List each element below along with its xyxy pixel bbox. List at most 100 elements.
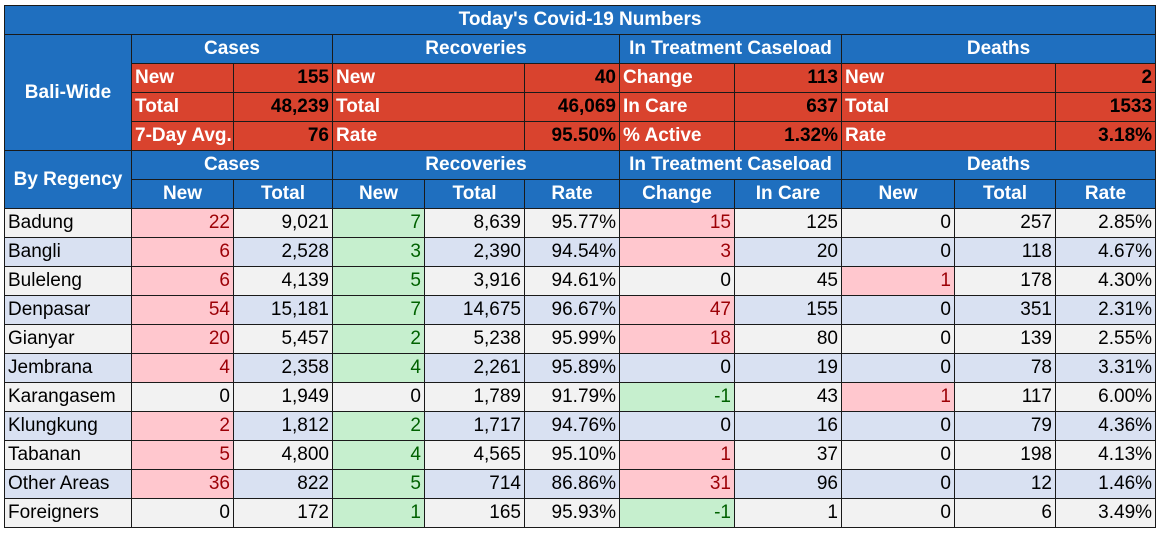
summary-group-recoveries: Recoveries: [332, 34, 620, 64]
table-cell: 20: [131, 324, 234, 354]
table-cell: 1: [332, 498, 425, 528]
summary-deaths-label: Total: [841, 92, 1056, 122]
table-cell: 714: [424, 469, 525, 499]
regency-group-deaths: Deaths: [840, 150, 1157, 180]
table-cell: 31: [619, 469, 735, 499]
table-cell: 4.13%: [1054, 440, 1157, 470]
summary-row: New 155 New 40 Change 113 New 2: [5, 63, 1157, 93]
table-cell: 4,139: [233, 266, 333, 296]
table-cell: 257: [954, 208, 1056, 238]
table-row: Klungkung 2 1,812 2 1,717 94.76% 0 16 0 79 4.36%: [4, 411, 1157, 441]
regency-name: Klungkung: [4, 411, 132, 441]
summary-deaths-value: 1533: [1054, 92, 1157, 122]
table-cell: 19: [734, 353, 842, 383]
table-cell: 54: [131, 295, 234, 325]
regency-name: Other Areas: [4, 469, 132, 499]
table-cell: -1: [619, 382, 735, 412]
table-cell: 78: [954, 353, 1056, 383]
table-cell: 6: [954, 498, 1056, 528]
table-cell: 0: [131, 498, 234, 528]
table-cell: 8,639: [424, 208, 525, 238]
table-cell: 7: [332, 208, 425, 238]
column-header: Total: [233, 179, 333, 209]
summary-group-cases: Cases: [131, 34, 333, 64]
table-cell: 178: [954, 266, 1056, 296]
table-cell: 0: [841, 440, 955, 470]
table-cell: 20: [734, 237, 842, 267]
table-cell: 4,565: [424, 440, 525, 470]
regency-group-header-row: By Regency Cases Recoveries In Treatment Ca…: [4, 150, 1157, 209]
table-row: Tabanan 5 4,800 4 4,565 95.10% 1 37 0 198 4.13%: [4, 440, 1157, 470]
summary-in-treatment-value: 1.32%: [734, 121, 842, 151]
table-cell: 0: [841, 498, 955, 528]
table-cell: 5: [332, 469, 425, 499]
summary-cases-label: New: [131, 63, 234, 93]
table-cell: 95.93%: [524, 498, 620, 528]
table-cell: 4.30%: [1054, 266, 1157, 296]
summary-recoveries-value: 95.50%: [524, 121, 620, 151]
table-cell: 0: [841, 353, 955, 383]
table-cell: 118: [954, 237, 1056, 267]
summary-group-in-treatment: In Treatment Caseload: [619, 34, 842, 64]
table-cell: 6: [131, 237, 234, 267]
column-header: New: [841, 179, 955, 209]
table-row: Badung 22 9,021 7 8,639 95.77% 15 125 0 257 2.85%: [4, 208, 1157, 238]
table-cell: 0: [841, 411, 955, 441]
table-cell: 4.36%: [1054, 411, 1157, 441]
table-cell: 3: [619, 237, 735, 267]
table-cell: 6.00%: [1054, 382, 1157, 412]
table-row: Other Areas 36 822 5 714 86.86% 31 96 0 12 1.46%: [4, 469, 1157, 499]
table-cell: 95.77%: [524, 208, 620, 238]
table-cell: 94.54%: [524, 237, 620, 267]
summary-recoveries-label: Total: [332, 92, 525, 122]
table-cell: 12: [954, 469, 1056, 499]
table-cell: 6: [131, 266, 234, 296]
regency-name: Foreigners: [4, 498, 132, 528]
regency-group-recoveries: Recoveries: [332, 150, 620, 180]
summary-cases-value: 155: [233, 63, 333, 93]
table-cell: 0: [619, 411, 735, 441]
table-cell: 2: [332, 411, 425, 441]
table-row: Jembrana 4 2,358 4 2,261 95.89% 0 19 0 78 3.31%: [4, 353, 1157, 383]
table-cell: -1: [619, 498, 735, 528]
table-row: Buleleng 6 4,139 5 3,916 94.61% 0 45 1 178 4.30%: [4, 266, 1157, 296]
table-cell: 1.46%: [1054, 469, 1157, 499]
regency-side-label: By Regency: [4, 150, 132, 209]
summary-side-label: Bali-Wide: [4, 34, 132, 151]
summary-recoveries-value: 40: [524, 63, 620, 93]
table-cell: 36: [131, 469, 234, 499]
table-cell: 15: [619, 208, 735, 238]
regency-name: Buleleng: [4, 266, 132, 296]
table-cell: 94.61%: [524, 266, 620, 296]
table-cell: 0: [332, 382, 425, 412]
table-cell: 139: [954, 324, 1056, 354]
table-cell: 0: [131, 382, 234, 412]
table-cell: 14,675: [424, 295, 525, 325]
table-row: Denpasar 54 15,181 7 14,675 96.67% 47 155 0 351 2.…: [4, 295, 1157, 325]
table-cell: 2.55%: [1054, 324, 1157, 354]
table-cell: 0: [841, 208, 955, 238]
table-cell: 3.31%: [1054, 353, 1157, 383]
regency-name: Jembrana: [4, 353, 132, 383]
table-cell: 5,238: [424, 324, 525, 354]
summary-deaths-label: Rate: [841, 121, 1056, 151]
table-cell: 4: [332, 353, 425, 383]
table-cell: 95.99%: [524, 324, 620, 354]
regency-column-header-row: New Total New Total Rate Change In Care New Tota…: [5, 179, 1157, 209]
table-cell: 96.67%: [524, 295, 620, 325]
table-cell: 172: [233, 498, 333, 528]
regency-name: Bangli: [4, 237, 132, 267]
table-cell: 1,789: [424, 382, 525, 412]
summary-recoveries-value: 46,069: [524, 92, 620, 122]
covid-numbers-table: Today's Covid-19 Numbers Bali-Wide Cases R…: [3, 5, 1157, 528]
column-header: In Care: [734, 179, 842, 209]
table-cell: 95.89%: [524, 353, 620, 383]
summary-in-treatment-label: % Active: [619, 121, 735, 151]
table-cell: 0: [841, 324, 955, 354]
summary-row: Total 48,239 Total 46,069 In Care 637 Total 153…: [5, 92, 1157, 122]
regency-group-cases: Cases: [131, 150, 333, 180]
table-cell: 1: [841, 266, 955, 296]
table-cell: 165: [424, 498, 525, 528]
summary-deaths-value: 3.18%: [1054, 121, 1157, 151]
column-header: Change: [619, 179, 735, 209]
